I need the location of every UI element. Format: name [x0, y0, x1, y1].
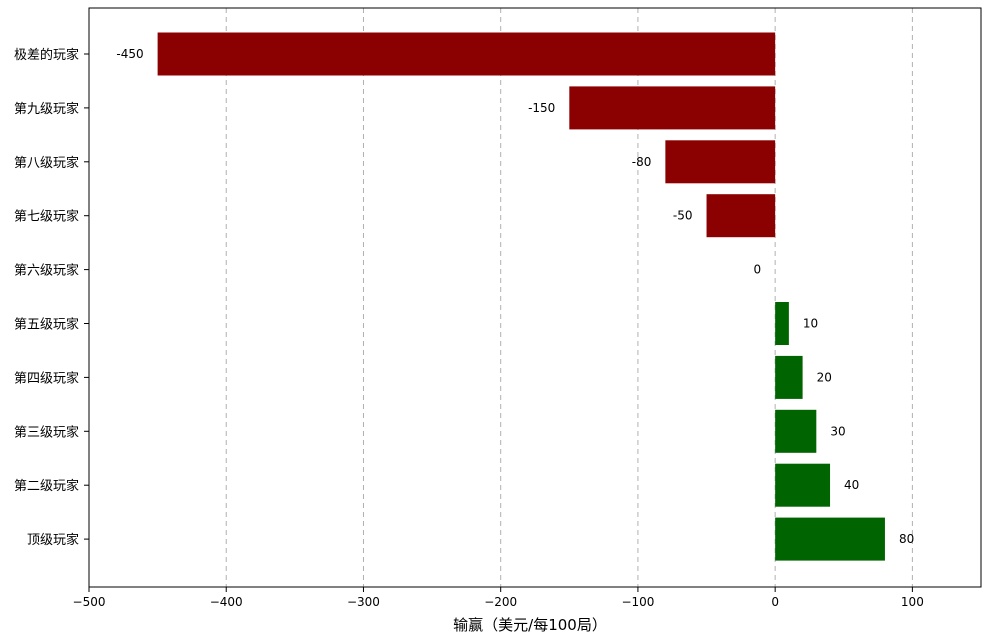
bar-value-label: -450	[116, 47, 143, 61]
x-tick-label: −500	[73, 595, 106, 609]
y-category-label: 第七级玩家	[14, 209, 79, 225]
x-axis-title: 输赢（美元/每100局）	[453, 616, 607, 634]
x-tick-label: 0	[771, 595, 779, 609]
y-category-label: 第二级玩家	[14, 478, 79, 494]
bar-value-label: -50	[673, 209, 693, 223]
bar	[706, 194, 776, 238]
y-category-label: 第五级玩家	[14, 317, 79, 333]
x-axis-ticks: −500 −400 −300 −200 −100 0 100	[73, 587, 924, 609]
x-tick-label: 100	[901, 595, 924, 609]
y-category-label: 第六级玩家	[14, 263, 79, 279]
bar-value-label: -150	[528, 101, 555, 115]
bar	[775, 517, 885, 561]
bar	[569, 86, 776, 130]
x-tick-label: −400	[210, 595, 243, 609]
data-labels: -450 -150 -80 -50 0 10 20 30 40 80	[116, 47, 914, 546]
bar-value-label: 40	[844, 478, 859, 492]
x-tick-label: −200	[484, 595, 517, 609]
bar-value-label: 80	[899, 532, 914, 546]
bar-value-label: 20	[817, 370, 832, 384]
bar	[775, 409, 817, 453]
bar	[775, 302, 789, 345]
y-axis-ticks: 极差的玩家第九级玩家第八级玩家第七级玩家第六级玩家第五级玩家第四级玩家第三级玩家…	[14, 47, 89, 548]
y-category-label: 第八级玩家	[14, 155, 79, 171]
plot-frame	[88, 7, 982, 588]
bar-value-label: -80	[632, 155, 652, 169]
bar	[775, 355, 803, 399]
bar	[665, 140, 776, 184]
bar-value-label: 10	[803, 317, 818, 331]
bar-value-label: 30	[830, 424, 845, 438]
grid-lines	[225, 8, 913, 587]
x-tick-label: −300	[347, 595, 380, 609]
bars	[157, 32, 885, 561]
bar	[775, 463, 831, 507]
y-category-label: 顶级玩家	[27, 532, 79, 548]
y-category-label: 极差的玩家	[14, 47, 79, 63]
bar-value-label: 0	[754, 263, 762, 277]
y-category-label: 第九级玩家	[14, 101, 79, 117]
bar	[157, 32, 776, 76]
y-category-label: 第三级玩家	[14, 424, 79, 440]
y-category-label: 第四级玩家	[14, 370, 79, 386]
x-tick-label: −100	[621, 595, 654, 609]
